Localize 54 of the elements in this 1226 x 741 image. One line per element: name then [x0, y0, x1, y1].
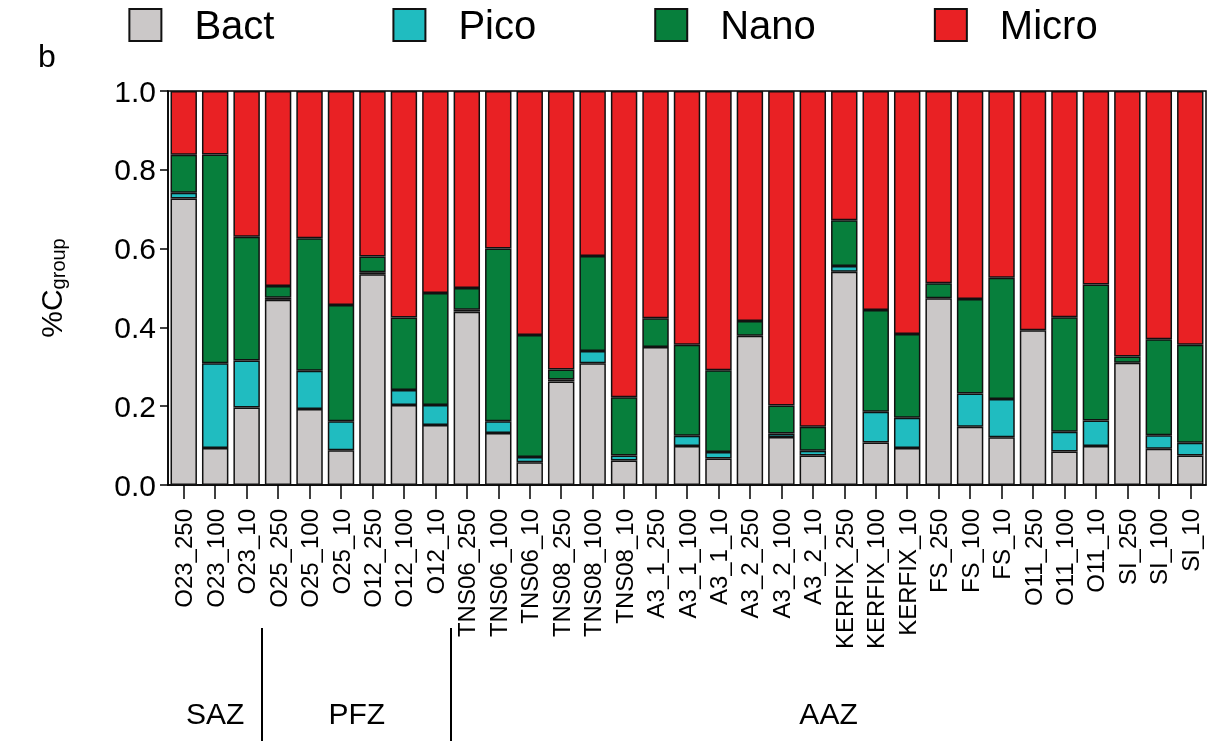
x-tick-label: A3_2_100: [767, 509, 795, 619]
y-tick-label: 0.0: [114, 468, 156, 502]
y-tick-label: 1.0: [114, 74, 156, 108]
x-tick-label: A3_1_250: [642, 509, 670, 619]
x-tick-label: O23_250: [170, 509, 198, 608]
y-tick-label: 0.6: [114, 232, 156, 266]
text: SAZ: [186, 696, 245, 730]
x-tick-label: FS_10: [988, 509, 1016, 580]
x-tick-label: KERFIX_100: [862, 509, 890, 650]
x-tick-label: TNS06_100: [484, 509, 512, 638]
x-tick-label: A3_1_100: [673, 509, 701, 619]
bar: [768, 436, 795, 485]
bar: [359, 274, 386, 485]
x-tick-label: O25_10: [327, 509, 355, 595]
y-tick-label: 0.4: [114, 310, 156, 344]
x-tick-label: O11_100: [1050, 509, 1078, 606]
legend-label: Micro: [999, 3, 1098, 47]
y-axis-title: %Cgroup: [34, 238, 69, 338]
bar: [264, 299, 292, 485]
text: AAZ: [799, 696, 858, 730]
x-tick-label: A3_2_10: [799, 509, 827, 606]
x-tick-label: TNS08_10: [610, 509, 638, 624]
y-tick-label: 0.8: [114, 153, 156, 187]
x-tick-label: KERFIX_250: [830, 509, 858, 650]
x-tick-label: O25_250: [264, 509, 292, 608]
x-tick-label: O23_10: [233, 509, 261, 595]
y-tick-label: 0.2: [114, 389, 156, 423]
x-tick-label: O12_250: [358, 509, 386, 608]
x-tick-label: O11_10: [1082, 509, 1110, 593]
bar: [547, 381, 575, 485]
x-tick-label: A3_1_10: [704, 509, 732, 606]
x-tick-label: FS_250: [925, 509, 953, 594]
x-tick-label: O12_100: [390, 509, 418, 608]
x-tick-label: KERFIX_10: [893, 509, 921, 636]
text: b: [38, 38, 56, 74]
legend-label: Bact: [194, 3, 275, 47]
bar: [799, 455, 827, 485]
x-tick-label: SI_10: [1176, 509, 1204, 572]
legend-label: Nano: [720, 3, 816, 47]
text: PFZ: [328, 696, 386, 730]
x-tick-label: A3_2_250: [736, 509, 764, 619]
x-tick-label: TNS06_250: [453, 509, 481, 638]
x-tick-label: SI_250: [1113, 509, 1141, 586]
x-tick-label: O25_100: [296, 509, 324, 608]
x-tick-label: TNS08_250: [547, 509, 575, 638]
x-tick-label: TNS08_100: [579, 509, 607, 638]
x-tick-label: SI_100: [1145, 509, 1173, 586]
x-tick-label: TNS06_10: [516, 509, 544, 624]
x-tick-label: O23_100: [201, 509, 229, 608]
bar: [453, 311, 481, 485]
x-tick-label: FS_100: [956, 509, 984, 594]
x-tick-label: O12_10: [421, 509, 449, 595]
legend-label: Pico: [458, 3, 537, 47]
x-tick-label: O11_250: [1019, 509, 1047, 606]
